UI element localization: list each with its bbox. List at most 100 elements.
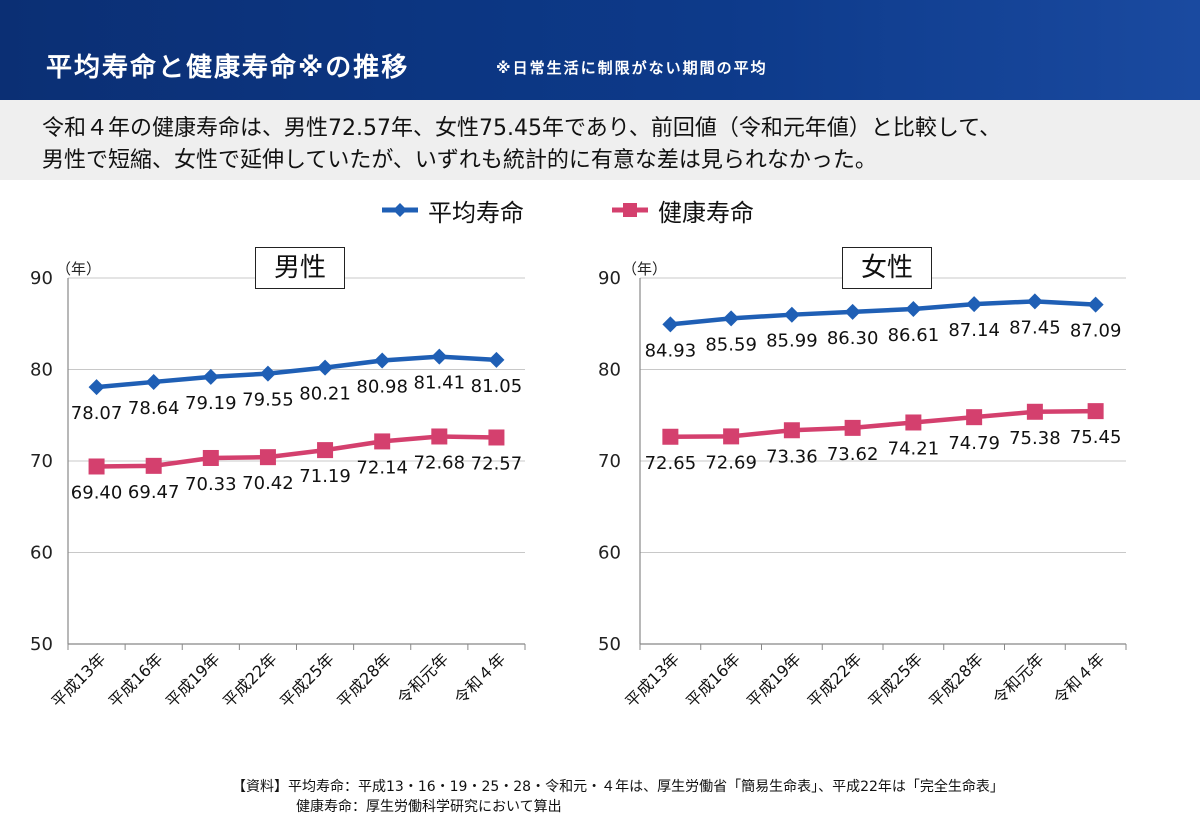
data-label-male-average-0: 78.07 [71, 403, 123, 424]
x-tick-label-male-0: 平成13年 [48, 649, 110, 711]
data-label-female-healthy-3: 73.62 [827, 444, 879, 465]
x-tick-label-female-7: 令和４年 [1050, 649, 1109, 708]
data-label-male-average-1: 78.64 [128, 398, 180, 419]
data-label-male-healthy-6: 72.68 [414, 452, 466, 473]
y-unit-label-male: （年） [56, 260, 101, 278]
average-marker-icon [382, 203, 418, 217]
data-point-male-healthy-5 [374, 433, 391, 450]
data-point-male-average-5 [374, 352, 391, 369]
data-label-female-average-4: 86.61 [888, 325, 940, 346]
data-label-male-average-7: 81.05 [471, 376, 523, 397]
data-point-female-healthy-0 [662, 428, 679, 445]
data-point-male-healthy-7 [488, 429, 505, 446]
data-point-female-average-3 [844, 303, 861, 320]
data-label-female-healthy-2: 73.36 [766, 446, 818, 467]
data-label-male-healthy-7: 72.57 [471, 453, 523, 474]
data-point-female-average-1 [723, 310, 740, 327]
data-point-male-average-7 [488, 351, 505, 368]
x-tick-label-female-5: 平成28年 [925, 649, 987, 711]
data-label-male-healthy-2: 70.33 [185, 474, 237, 495]
source-line-1: 【資料】平均寿命：平成13・16・19・25・28・令和元・４年は、厚生労働省「… [232, 779, 1004, 795]
source-line-2: 健康寿命：厚生労働科学研究において算出 [296, 799, 562, 815]
data-point-male-healthy-4 [317, 442, 334, 459]
data-label-female-average-5: 87.14 [948, 320, 1000, 341]
data-label-male-healthy-1: 69.47 [128, 482, 180, 503]
y-tick-label-female-60: 60 [598, 543, 621, 564]
data-label-female-average-7: 87.09 [1070, 321, 1122, 342]
legend-healthy-label: 健康寿命 [658, 198, 754, 227]
y-tick-label-female-80: 80 [598, 360, 621, 381]
data-label-female-healthy-1: 72.69 [705, 452, 757, 473]
x-tick-label-male-6: 令和元年 [393, 649, 452, 708]
x-tick-label-male-5: 平成28年 [333, 649, 395, 711]
x-tick-label-female-2: 平成19年 [743, 649, 805, 711]
data-label-female-average-3: 86.30 [827, 328, 879, 349]
data-label-male-healthy-3: 70.42 [242, 473, 294, 494]
panel-title-male: 男性 [255, 247, 345, 289]
data-point-female-healthy-6 [1026, 403, 1043, 420]
data-point-female-healthy-1 [723, 428, 740, 445]
data-label-male-average-4: 80.21 [299, 384, 351, 405]
data-point-male-healthy-1 [145, 457, 162, 474]
data-point-male-healthy-6 [431, 428, 448, 445]
y-tick-label-female-50: 50 [598, 634, 621, 655]
page-title: 平均寿命と健康寿命※の推移 [46, 53, 410, 83]
data-label-male-average-5: 80.98 [356, 377, 408, 398]
data-label-male-healthy-4: 71.19 [299, 466, 351, 487]
data-label-female-average-2: 85.99 [766, 331, 818, 352]
header-banner: 平均寿命と健康寿命※の推移 ※日常生活に制限がない期間の平均 [0, 0, 1200, 100]
x-tick-label-male-1: 平成16年 [105, 649, 167, 711]
data-label-male-average-2: 79.19 [185, 393, 237, 414]
y-tick-label-male-70: 70 [30, 451, 53, 472]
summary-line-1: 令和４年の健康寿命は、男性72.57年、女性75.45年であり、前回値（令和元年… [42, 116, 1002, 141]
data-point-female-healthy-5 [966, 409, 983, 426]
data-point-female-healthy-3 [844, 419, 861, 436]
data-point-female-healthy-2 [783, 422, 800, 439]
data-label-female-healthy-6: 75.38 [1009, 428, 1061, 449]
x-tick-label-male-4: 平成25年 [276, 649, 338, 711]
data-label-male-healthy-5: 72.14 [356, 457, 408, 478]
y-unit-label-female: （年） [622, 260, 667, 278]
data-point-female-average-0 [662, 316, 679, 333]
x-tick-label-male-3: 平成22年 [219, 649, 281, 711]
data-label-female-healthy-5: 74.79 [948, 433, 1000, 454]
data-label-male-average-3: 79.55 [242, 390, 294, 411]
data-point-female-average-6 [1026, 293, 1043, 310]
series-line-female-healthy [670, 408, 1096, 440]
data-label-male-healthy-0: 69.40 [71, 482, 123, 503]
x-tick-label-male-7: 令和４年 [451, 649, 510, 708]
data-point-female-average-5 [966, 296, 983, 313]
data-point-male-healthy-2 [202, 449, 219, 466]
y-tick-label-male-60: 60 [30, 543, 53, 564]
y-tick-label-male-80: 80 [30, 360, 53, 381]
data-point-male-average-2 [202, 368, 219, 385]
data-point-female-average-4 [905, 301, 922, 318]
x-tick-label-female-3: 平成22年 [804, 649, 866, 711]
data-point-female-healthy-7 [1087, 403, 1104, 420]
y-tick-label-female-70: 70 [598, 451, 621, 472]
x-tick-label-female-1: 平成16年 [682, 649, 744, 711]
data-point-male-average-4 [317, 359, 334, 376]
data-point-female-average-2 [783, 306, 800, 323]
data-point-female-healthy-4 [905, 414, 922, 431]
data-label-female-average-1: 85.59 [705, 334, 757, 355]
data-point-male-average-3 [259, 365, 276, 382]
data-label-female-healthy-0: 72.65 [645, 453, 697, 474]
series-line-female-average [670, 299, 1096, 327]
panel-title-female: 女性 [842, 247, 932, 289]
series-line-male-healthy [96, 434, 497, 469]
x-tick-label-female-4: 平成25年 [864, 649, 926, 711]
data-point-male-average-0 [88, 379, 105, 396]
healthy-marker-icon [612, 203, 648, 217]
x-tick-label-female-0: 平成13年 [621, 649, 683, 711]
data-point-female-average-7 [1087, 296, 1104, 313]
data-label-female-healthy-7: 75.45 [1070, 427, 1122, 448]
y-tick-label-male-90: 90 [30, 268, 53, 289]
data-label-female-average-0: 84.93 [645, 340, 697, 361]
summary-line-2: 男性で短縮、女性で延伸していたが、いずれも統計的に有意な差は見られなかった。 [42, 148, 877, 173]
x-tick-label-female-6: 令和元年 [989, 649, 1048, 708]
data-point-male-average-6 [431, 348, 448, 365]
data-point-male-average-1 [145, 373, 162, 390]
header-note: ※日常生活に制限がない期間の平均 [496, 59, 768, 77]
